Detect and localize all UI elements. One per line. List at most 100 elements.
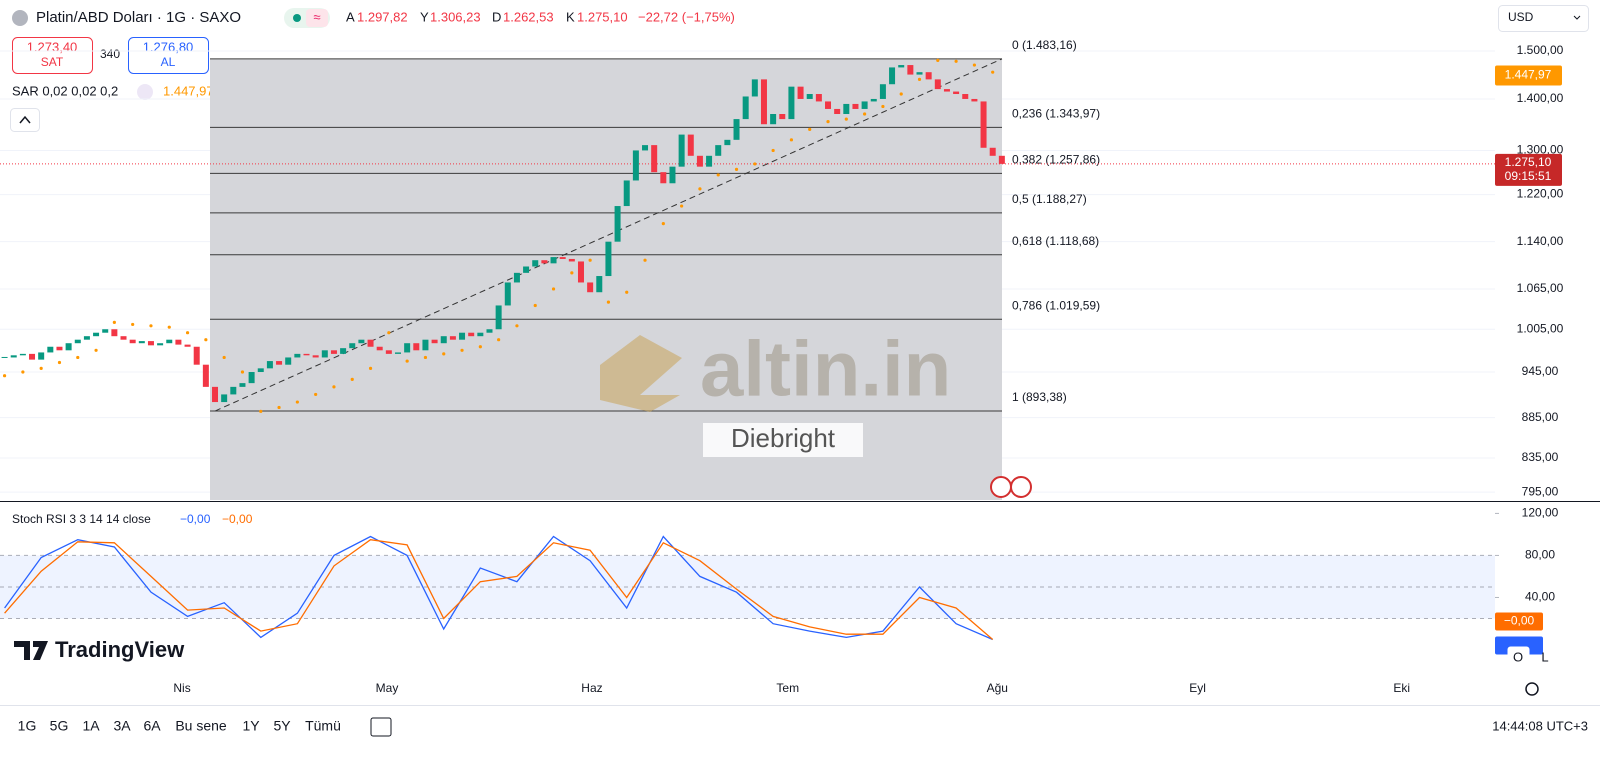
calendar-icon[interactable] (370, 717, 392, 737)
candle (111, 329, 118, 337)
candle (568, 258, 575, 262)
candle (513, 272, 520, 283)
y-tick-label: 1.400,00 (1517, 91, 1564, 105)
sar-dot (259, 409, 263, 413)
x-tick-label: Haz (581, 681, 602, 695)
scale-button[interactable] (1507, 646, 1530, 669)
candle (257, 368, 264, 373)
stoch-title: Stoch RSI 3 3 14 14 close (12, 512, 151, 526)
author-box (703, 423, 863, 457)
sar-dot (94, 348, 98, 352)
sar-dot (954, 59, 958, 63)
sar-badge-label: 1.447,97 (1505, 68, 1552, 82)
ohlc-value: 1.306,23 (430, 9, 481, 24)
collapse-button[interactable] (10, 108, 40, 132)
currency-button[interactable] (1498, 5, 1589, 32)
event-flag[interactable] (990, 476, 1012, 498)
candle (1, 356, 8, 358)
countdown: 09:15:51 (1505, 169, 1552, 183)
candle (294, 353, 301, 358)
event-flag[interactable] (1010, 476, 1032, 498)
candle (532, 260, 539, 267)
ohlc-value: 1.275,10 (577, 9, 628, 24)
range-button[interactable]: 5G (50, 718, 69, 734)
candle (843, 103, 850, 115)
candle (623, 180, 630, 207)
fib-label: 0,618 (1.118,68) (1012, 234, 1099, 248)
sar-dot (332, 385, 336, 389)
symbol-title[interactable]: Platin/ABD Doları · 1G · SAXO (36, 9, 241, 26)
fib-label: 0,5 (1.188,27) (1012, 192, 1087, 206)
range-button[interactable]: 6A (143, 718, 161, 734)
sar-dot (131, 322, 135, 327)
candle (376, 346, 383, 351)
candle (696, 155, 703, 167)
candle (632, 150, 639, 181)
range-button[interactable]: 1G (18, 718, 37, 734)
brand-icon (600, 335, 682, 412)
candle (459, 332, 466, 340)
candle (440, 336, 447, 344)
x-tick-label: Tem (776, 681, 799, 695)
candle (486, 329, 493, 333)
sar-dot (698, 187, 702, 191)
sar-value: 1.447,97 (163, 83, 214, 98)
ohlc-key: Y (420, 9, 429, 24)
buy-label: AL (161, 55, 176, 69)
range-button[interactable]: 1A (82, 718, 100, 734)
y-tick-label: 120,00 (1522, 506, 1559, 520)
sar-icon[interactable] (137, 84, 153, 100)
sar-dot (917, 77, 922, 81)
y-tick-label: 40,00 (1525, 590, 1555, 604)
candle (587, 282, 594, 293)
sar-dot (277, 405, 281, 410)
candle (83, 336, 90, 340)
sell-label: SAT (41, 55, 64, 69)
fib-area (210, 58, 1002, 500)
range-button[interactable]: 5Y (273, 718, 291, 734)
sar-dot (533, 303, 537, 308)
ohlc-key: D (492, 9, 501, 24)
y-tick-label: 795,00 (1522, 484, 1559, 498)
stoch-line (4, 535, 993, 641)
candle (157, 343, 164, 346)
candle (651, 145, 658, 173)
candle (93, 332, 100, 337)
y-tick-label: 885,00 (1522, 410, 1559, 424)
candle (367, 339, 374, 347)
sar-dot (185, 331, 190, 335)
candle (431, 339, 438, 344)
sar-dot (314, 392, 318, 397)
range-button[interactable]: Tümü (305, 718, 341, 734)
candle (56, 346, 63, 351)
sar-dot (716, 173, 720, 177)
range-button[interactable]: 1Y (242, 718, 260, 734)
candle (422, 339, 429, 351)
price-pane: 1.500,00 1.400,00 1.300,00 1.220,00 1.140,00… (0, 38, 1564, 500)
settings-icon[interactable] (1525, 682, 1539, 696)
candle (202, 364, 209, 387)
range-button[interactable]: Bu sene (175, 718, 227, 734)
range-button[interactable]: 3A (113, 718, 131, 734)
toolbar: 1G 5G 1A 3A 6A Bu sene 1Y 5Y Tümü (18, 718, 341, 734)
candle (733, 119, 740, 140)
sar-dot (789, 138, 794, 142)
sar-dot (350, 377, 354, 382)
sar-dot (881, 104, 885, 109)
y-tick-label: 1.065,00 (1517, 281, 1564, 295)
stoch-badge-label: −0,00 (1504, 614, 1535, 628)
candle (742, 96, 749, 120)
stoch-line (4, 539, 994, 640)
candle (550, 257, 557, 264)
currency: USD (1508, 10, 1534, 24)
candle (907, 65, 914, 75)
scale-button-label[interactable]: O (1513, 649, 1523, 664)
candle (925, 72, 932, 80)
sell-button[interactable] (12, 37, 93, 74)
scale-button-label[interactable]: L (1541, 649, 1548, 664)
sar-dot (826, 120, 830, 124)
y-tick-label: 1.300,00 (1517, 143, 1564, 157)
buy-button[interactable] (128, 37, 209, 74)
sar-dot (972, 63, 977, 67)
